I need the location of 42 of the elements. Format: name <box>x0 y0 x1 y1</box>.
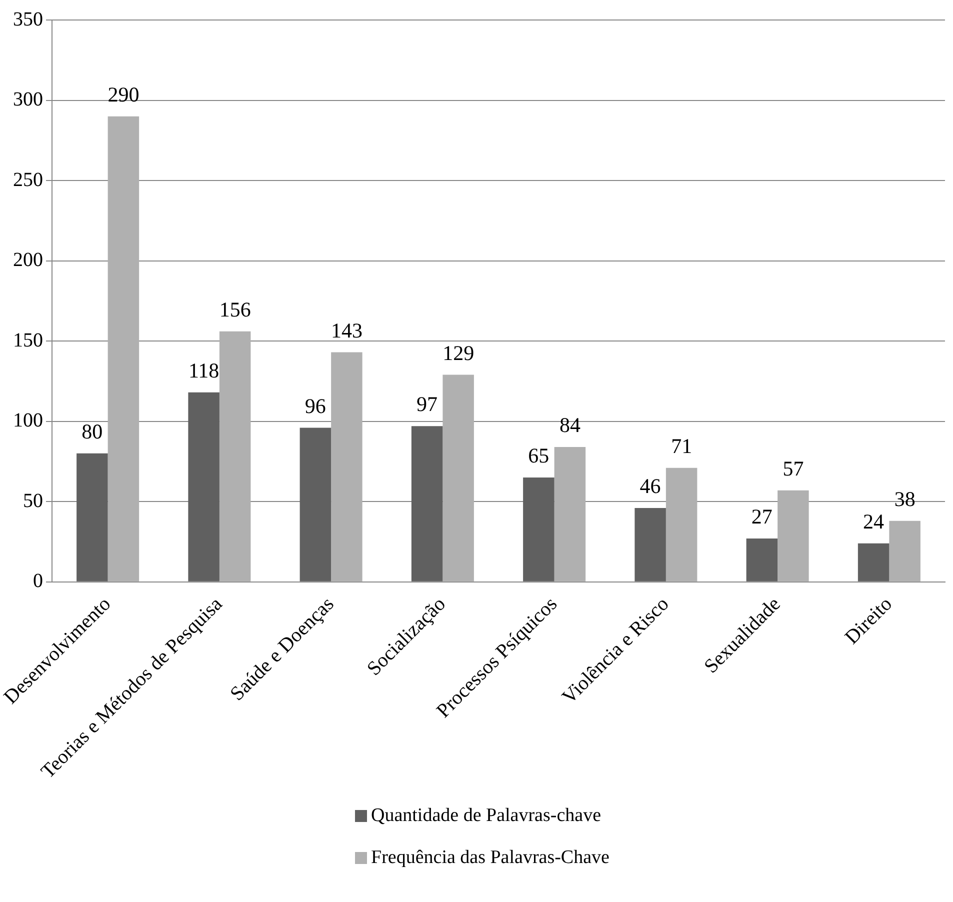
legend-label: Frequência das Palavras-Chave <box>371 847 610 869</box>
bar <box>76 453 108 582</box>
y-tick-label: 300 <box>13 88 43 111</box>
bar <box>666 468 698 582</box>
bar <box>554 447 586 582</box>
data-label: 38 <box>894 486 916 511</box>
data-label: 24 <box>863 509 885 534</box>
y-tick-label: 100 <box>13 410 43 432</box>
y-tick-label: 50 <box>23 490 43 512</box>
y-tick-label: 200 <box>13 249 43 272</box>
bar <box>634 508 666 582</box>
bar <box>108 116 140 582</box>
bar <box>889 520 920 582</box>
data-label: 97 <box>416 392 438 416</box>
data-label: 46 <box>640 474 661 498</box>
y-tick-label: 150 <box>13 329 43 352</box>
bar <box>331 352 362 582</box>
data-label: 80 <box>82 419 103 444</box>
bar <box>300 428 332 582</box>
bar <box>746 538 778 582</box>
data-label: 57 <box>782 456 804 480</box>
bar <box>442 374 474 582</box>
data-label: 156 <box>219 297 251 322</box>
bar <box>411 426 443 582</box>
data-label: 65 <box>528 444 550 468</box>
data-label: 118 <box>188 358 220 382</box>
y-tick-label: 350 <box>13 8 43 30</box>
bar <box>778 490 809 582</box>
data-label: 84 <box>559 413 581 438</box>
y-tick-label: 250 <box>13 168 43 191</box>
data-label: 129 <box>442 340 474 365</box>
data-label: 143 <box>330 318 362 342</box>
data-label: 71 <box>671 434 692 458</box>
bar <box>523 478 554 582</box>
bar <box>188 392 220 582</box>
bar <box>219 331 251 582</box>
bar <box>858 543 890 582</box>
data-label: 96 <box>304 394 326 418</box>
legend-label: Quantidade de Palavras-chave <box>371 805 602 827</box>
data-label: 27 <box>751 504 772 529</box>
data-label: 290 <box>108 82 140 106</box>
y-tick-label: 0 <box>33 570 43 592</box>
